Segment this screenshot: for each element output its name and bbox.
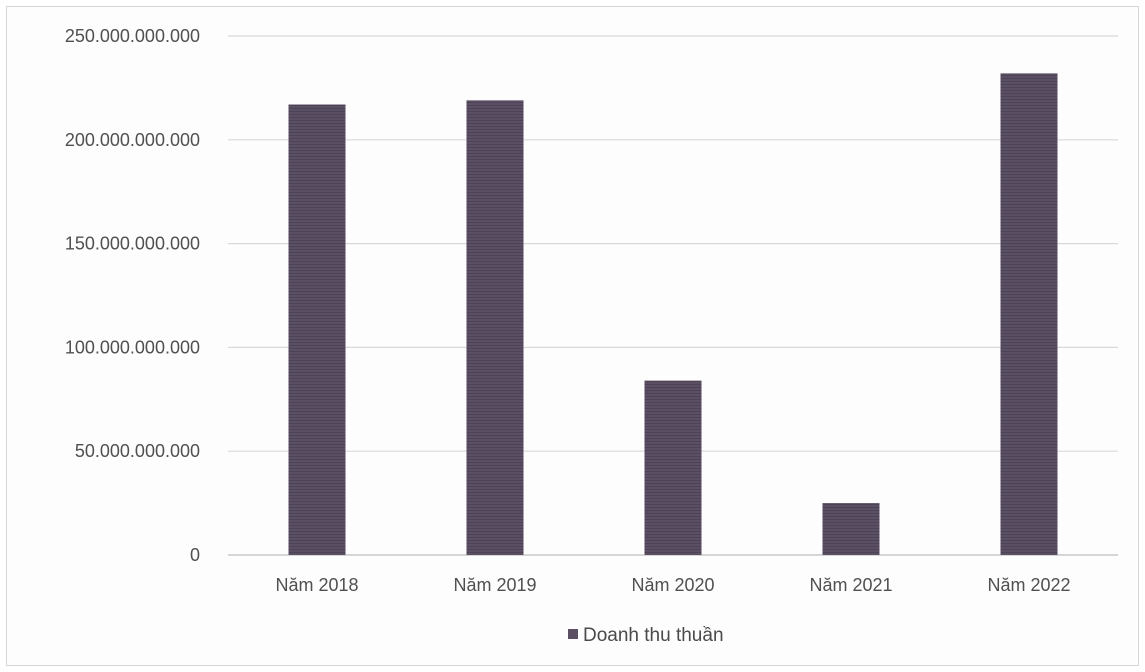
x-tick-label: Năm 2020 xyxy=(631,575,714,595)
chart-frame xyxy=(6,6,1139,666)
x-tick-label: Năm 2022 xyxy=(987,575,1070,595)
x-tick-label: Năm 2019 xyxy=(453,575,536,595)
y-axis-ticks: 0 50.000.000.000 100.000.000.000 150.000.00… xyxy=(65,26,200,565)
legend-label-doanh-thu-thuan: Doanh thu thuần xyxy=(583,625,724,646)
bar xyxy=(466,100,524,555)
legend-swatch xyxy=(568,629,578,639)
bar xyxy=(822,503,880,555)
y-tick-label: 250.000.000.000 xyxy=(65,26,200,46)
y-tick-label: 0 xyxy=(190,545,200,565)
y-tick-label: 200.000.000.000 xyxy=(65,130,200,150)
legend: Doanh thu thuần xyxy=(568,625,724,646)
gridlines xyxy=(228,35,1118,556)
bar xyxy=(644,380,702,555)
bar xyxy=(1000,73,1058,556)
bar xyxy=(288,104,346,556)
y-tick-label: 50.000.000.000 xyxy=(75,441,200,461)
x-tick-label: Năm 2021 xyxy=(809,575,892,595)
x-axis-ticks: Năm 2018 Năm 2019 Năm 2020 Năm 2021 Năm 2022 xyxy=(275,575,1070,595)
bars xyxy=(288,73,1058,556)
x-tick-label: Năm 2018 xyxy=(275,575,358,595)
y-tick-label: 150.000.000.000 xyxy=(65,234,200,254)
y-tick-label: 100.000.000.000 xyxy=(65,337,200,357)
